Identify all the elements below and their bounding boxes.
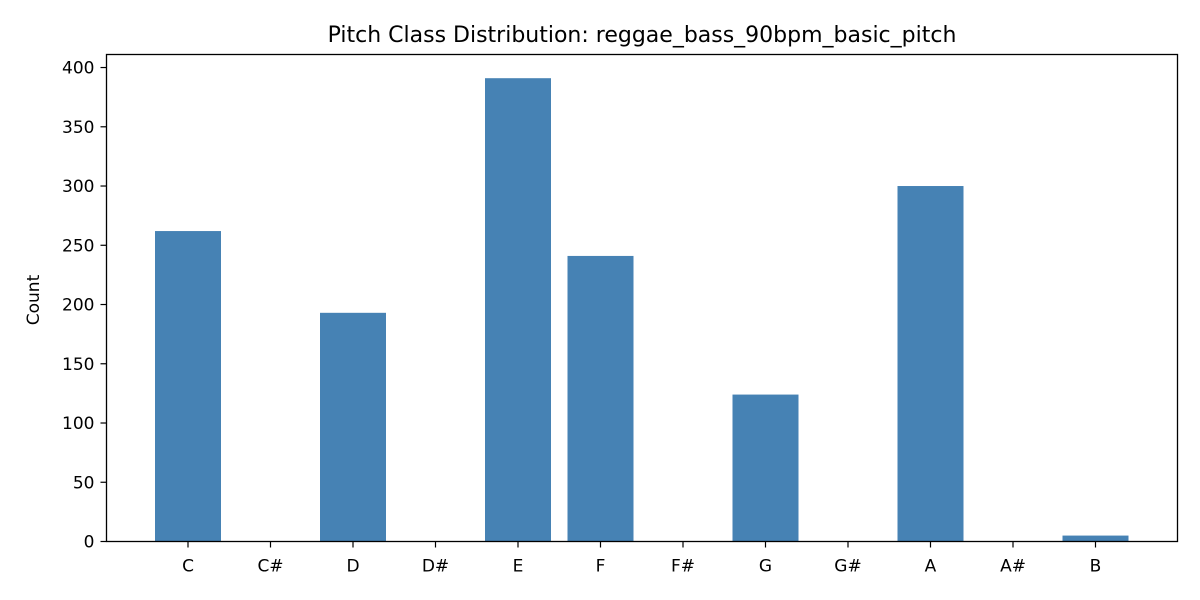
bars-group — [155, 78, 1129, 542]
chart-title: Pitch Class Distribution: reggae_bass_90… — [328, 23, 957, 48]
bar-c — [155, 231, 221, 542]
x-tick-label-a-sharp: A# — [1000, 557, 1026, 577]
y-tick-label-0: 0 — [84, 533, 95, 553]
y-tick-label-250: 250 — [62, 236, 94, 256]
bar-e — [485, 78, 551, 542]
y-axis-ticks: 0 50 100 150 200 250 300 350 400 — [62, 59, 107, 553]
x-tick-label-c-sharp: C# — [257, 557, 283, 577]
y-tick-label-150: 150 — [62, 355, 94, 375]
x-tick-label-f: F — [596, 557, 606, 577]
y-axis-label: Count — [24, 274, 44, 325]
x-tick-label-g: G — [759, 557, 772, 577]
x-tick-label-g-sharp: G# — [834, 557, 861, 577]
x-tick-label-d-sharp: D# — [422, 557, 449, 577]
x-tick-label-a: A — [925, 557, 937, 577]
y-tick-label-200: 200 — [62, 296, 94, 316]
x-axis-ticks: C C# D D# E F F# G G# A A# B — [182, 541, 1102, 577]
bar-b — [1062, 535, 1129, 542]
y-tick-label-350: 350 — [62, 118, 94, 138]
bar-g — [732, 394, 799, 542]
x-tick-label-d: D — [346, 557, 359, 577]
x-tick-label-f-sharp: F# — [671, 557, 695, 577]
bar-d — [320, 312, 386, 542]
bar-f — [567, 255, 634, 542]
x-tick-label-e: E — [513, 557, 524, 577]
y-tick-label-100: 100 — [62, 414, 94, 434]
y-tick-label-300: 300 — [62, 177, 94, 197]
x-tick-label-c: C — [182, 557, 194, 577]
plot-area-frame — [105, 53, 1179, 543]
x-tick-label-b: B — [1090, 557, 1102, 577]
y-tick-label-400: 400 — [62, 59, 94, 79]
bar-a — [897, 186, 964, 542]
y-tick-label-50: 50 — [73, 473, 95, 493]
